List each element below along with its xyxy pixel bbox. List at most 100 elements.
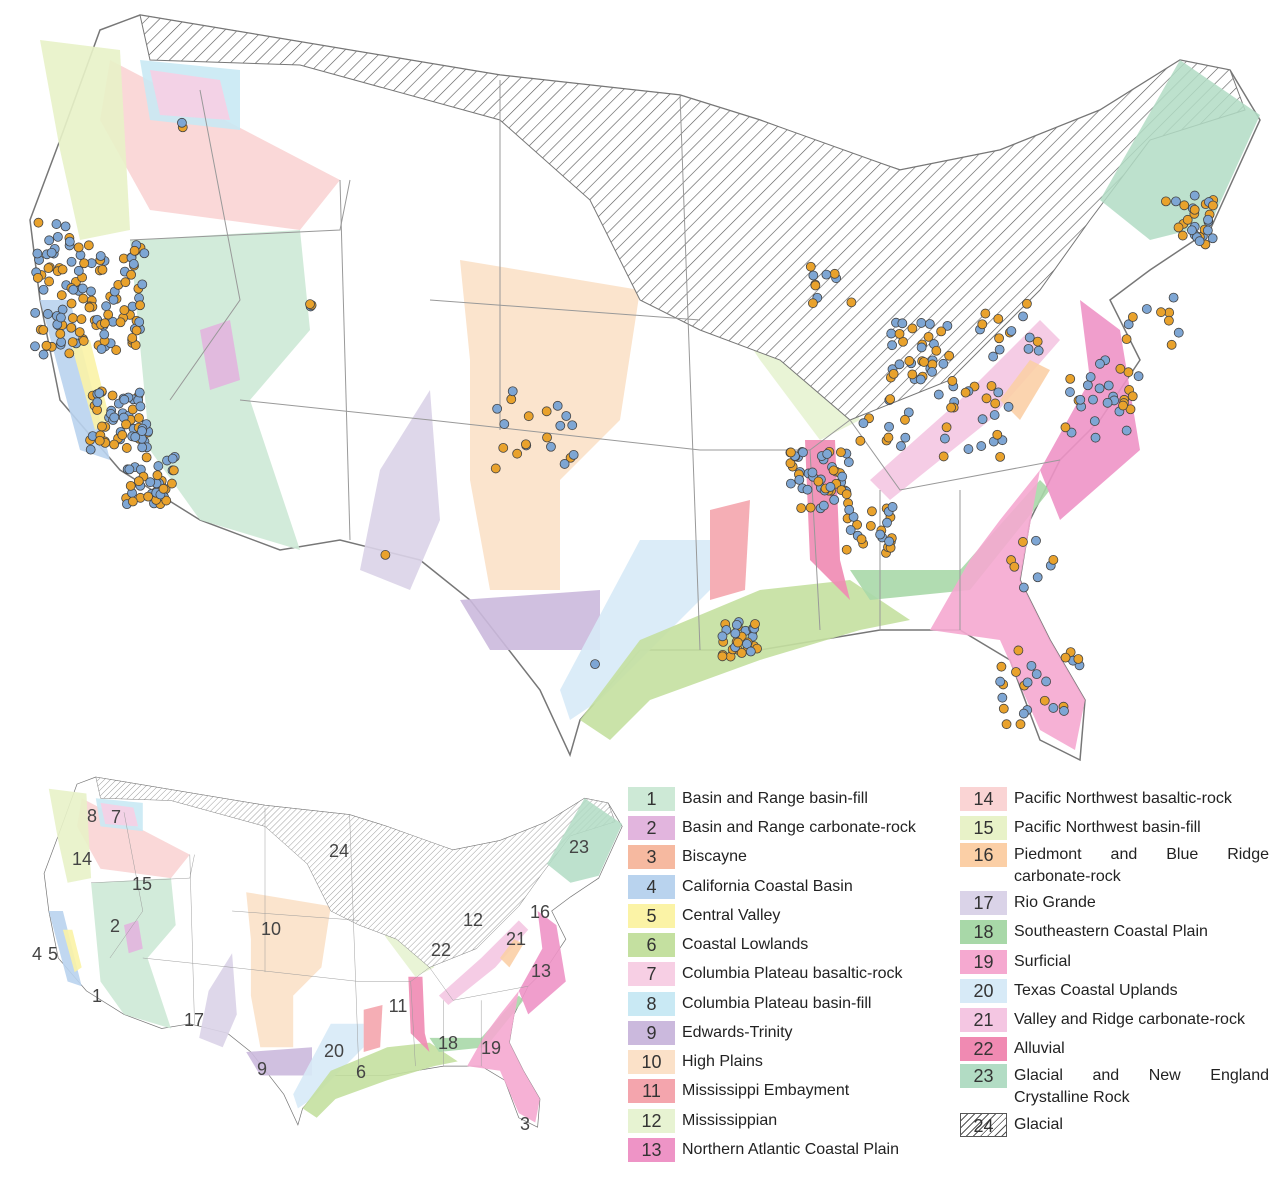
sample-site — [805, 502, 816, 513]
sample-site — [946, 402, 957, 413]
legend-label: Northern Atlantic Coastal Plain — [682, 1141, 899, 1158]
sample-site — [492, 403, 503, 414]
sample-site — [981, 393, 992, 404]
sample-site — [1060, 652, 1071, 663]
legend-swatch: 15 — [960, 816, 1007, 840]
legend-item: 15 Pacific Northwest basin-fill — [960, 816, 1269, 840]
sample-site — [942, 321, 953, 331]
sample-site — [960, 387, 971, 398]
sample-site — [120, 277, 131, 288]
sample-site — [904, 356, 915, 366]
sample-site — [1166, 339, 1177, 350]
sample-site — [944, 350, 955, 361]
legend-swatch: 3 — [628, 845, 675, 869]
sample-site — [506, 394, 517, 405]
sample-site — [73, 242, 84, 253]
sample-site — [988, 351, 999, 362]
legend-item: 23 Glacial and New England Crystalline Ro… — [960, 1064, 1269, 1109]
legend-item: 14 Pacific Northwest basaltic-rock — [960, 787, 1269, 811]
sample-site — [124, 464, 135, 475]
sample-site — [858, 418, 869, 429]
sample-site — [807, 298, 818, 309]
sample-site — [1032, 336, 1043, 347]
sample-site — [1003, 401, 1014, 412]
sample-site — [990, 398, 1001, 409]
sample-site — [32, 272, 43, 283]
legend-item: 8 Columbia Plateau basin-fill — [628, 992, 952, 1016]
legend-item: 4 California Coastal Basin — [628, 875, 952, 899]
sample-site — [989, 410, 1000, 420]
sample-site — [805, 261, 816, 272]
sample-site — [1115, 363, 1126, 374]
legend-label: Glacial and New England Crystalline Rock — [1014, 1067, 1269, 1106]
sample-site — [841, 489, 852, 500]
sample-site — [785, 458, 796, 469]
sample-site — [1032, 572, 1043, 583]
sample-site — [41, 340, 52, 351]
sample-site — [865, 520, 876, 531]
sample-site — [137, 442, 148, 453]
sample-site — [977, 414, 988, 425]
sample-site — [882, 517, 892, 528]
sample-site — [1207, 233, 1218, 244]
sample-site — [994, 344, 1005, 355]
sample-site — [1018, 708, 1029, 719]
sample-site — [38, 349, 49, 360]
sample-site — [77, 283, 88, 294]
sample-site — [907, 369, 918, 380]
inset-label: 20 — [324, 1041, 344, 1061]
sample-site — [883, 432, 894, 443]
sample-site — [1171, 196, 1181, 207]
legend-label: Mississippi Embayment — [682, 1082, 850, 1099]
sample-site — [134, 317, 145, 327]
sample-site — [46, 247, 57, 258]
sample-site — [992, 429, 1003, 440]
sample-site — [996, 661, 1007, 672]
sample-site — [555, 420, 566, 431]
sample-site — [875, 529, 886, 540]
sample-site — [99, 329, 110, 340]
sample-site — [855, 435, 866, 446]
legend-swatch: 4 — [628, 875, 675, 899]
sample-site — [1203, 214, 1213, 225]
sample-site — [568, 449, 579, 460]
sample-site — [1013, 645, 1024, 656]
sample-site — [936, 326, 947, 337]
sample-site — [733, 637, 743, 648]
sample-site — [92, 397, 103, 408]
legend-label: Texas Coastal Uplands — [1014, 982, 1178, 999]
sample-site — [1018, 582, 1029, 593]
sample-site — [95, 251, 106, 261]
sample-site — [822, 449, 833, 459]
sample-site — [158, 483, 169, 494]
sample-site — [1073, 654, 1084, 664]
legend-item: 6 Coastal Lowlands — [628, 933, 952, 957]
sample-site — [32, 248, 43, 259]
sample-site — [1173, 222, 1184, 233]
inset-label: 13 — [531, 961, 551, 981]
sample-site — [794, 474, 805, 485]
sample-site — [51, 219, 62, 229]
sample-site — [829, 268, 840, 279]
legend-swatch: 11 — [628, 1079, 675, 1103]
legend-label: Surficial — [1014, 953, 1071, 970]
sample-site — [894, 359, 905, 370]
legend-label: Columbia Plateau basaltic-rock — [682, 965, 903, 982]
legend-item: 3 Biscayne — [628, 845, 952, 869]
legend-label: Biscayne — [682, 848, 747, 865]
legend-item: 18 Southeastern Coastal Plain — [960, 920, 1269, 944]
sample-site — [94, 435, 105, 446]
inset-label: 9 — [257, 1059, 267, 1079]
legend-swatch: 20 — [960, 979, 1007, 1003]
sample-site — [897, 318, 908, 329]
legend-swatch: 24 — [960, 1113, 1007, 1137]
legend-swatch: 9 — [628, 1021, 675, 1045]
sample-site — [66, 322, 77, 333]
inset-label: 16 — [530, 902, 550, 922]
inset-label: 1 — [92, 986, 102, 1006]
sample-site — [980, 308, 991, 319]
sample-site — [963, 444, 974, 454]
sample-site — [1168, 292, 1179, 303]
inset-label: 6 — [356, 1062, 366, 1082]
